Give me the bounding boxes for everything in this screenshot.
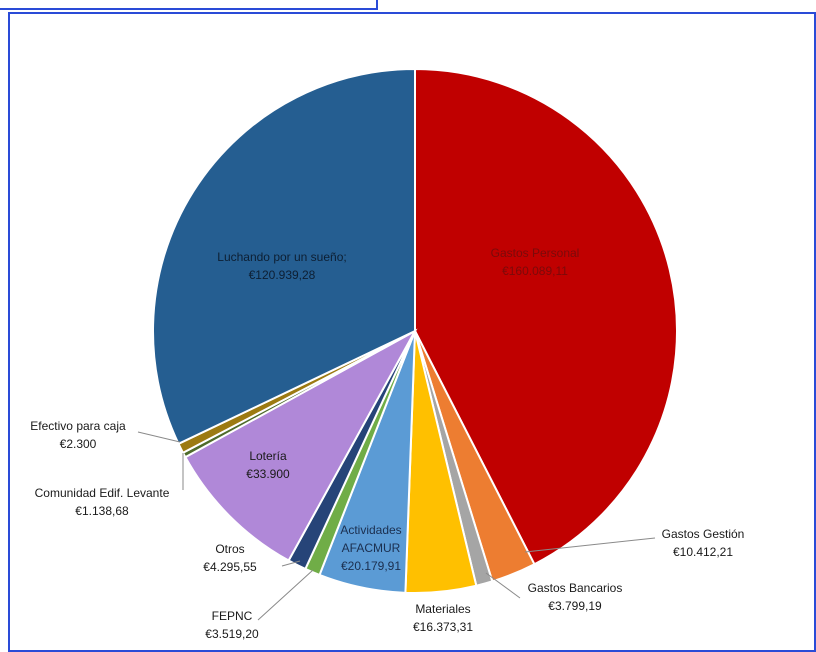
slice-label: Comunidad Edif. Levante €1.138,68 (35, 486, 170, 518)
slice-label: Gastos Personal €160.089,11 (491, 246, 580, 278)
slice-label: Luchando por un sueño; €120.939,28 (217, 250, 346, 282)
leader-line (281, 560, 301, 567)
top-bar (0, 0, 378, 10)
slice-label: Actividades AFACMUR €20.179,91 (340, 523, 401, 573)
slice-label: Otros €4.295,55 (203, 542, 257, 574)
pie-slice-gastos-personal (414, 67, 678, 566)
pie-slice-loter-a (184, 328, 418, 562)
pie-slice-luchando-por-un-sue-o (152, 67, 416, 446)
slice-label: Gastos Bancarios €3.799,19 (528, 581, 623, 613)
slice-label: Materiales €16.373,31 (413, 602, 473, 634)
leader-line (257, 569, 314, 621)
slice-label: FEPNC €3.519,20 (205, 609, 259, 641)
slice-label: Efectivo para caja €2.300 (30, 419, 126, 451)
leader-line (137, 431, 181, 443)
slice-label: Lotería €33.900 (246, 449, 290, 481)
leader-line (524, 537, 656, 553)
leader-line (485, 572, 521, 599)
slice-label: Gastos Gestión €10.412,21 (662, 527, 745, 559)
